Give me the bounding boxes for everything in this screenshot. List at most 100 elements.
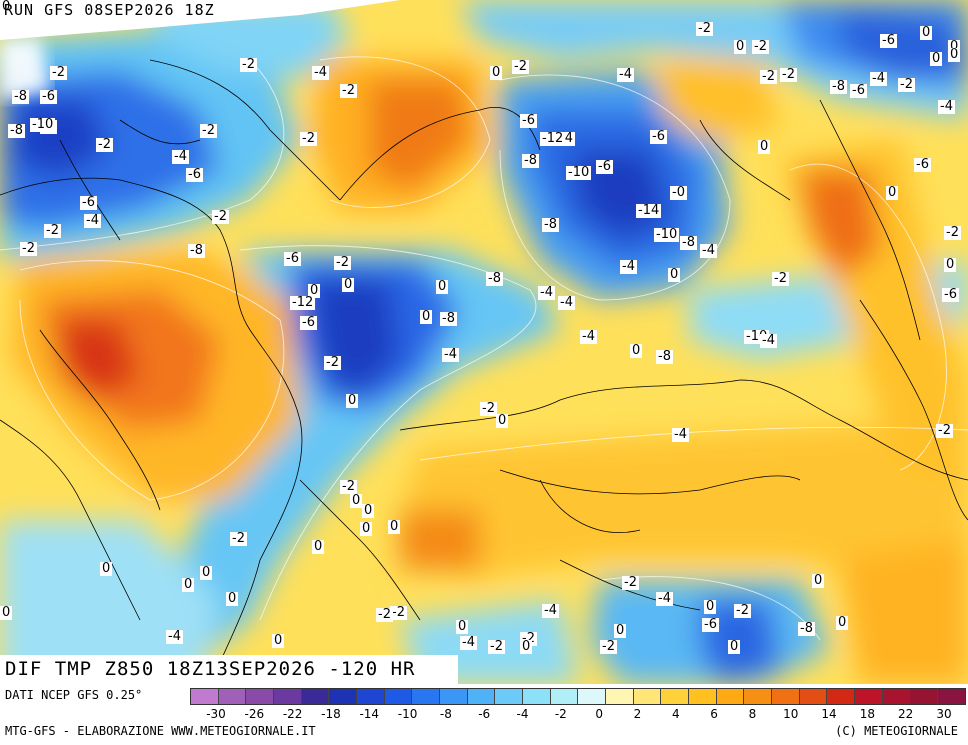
isoline-label: -2: [324, 355, 341, 370]
isoline-label: 0: [100, 561, 113, 576]
color-scale-swatch: [799, 689, 828, 704]
isoline-label: -8: [486, 271, 503, 286]
isoline-label: 0: [734, 39, 747, 54]
isoline-label: -4: [617, 67, 634, 82]
isoline-label: -2: [772, 271, 789, 286]
isoline-label: -0: [670, 185, 687, 200]
isoline-label: -2: [20, 241, 37, 256]
isoline-label: -4: [172, 149, 189, 164]
isoline-label: -2: [898, 77, 915, 92]
isoline-label: -6: [942, 287, 959, 302]
isoline-label: -4: [620, 259, 637, 274]
isoline-label: -6: [300, 315, 317, 330]
isoline-label: -8: [798, 621, 815, 636]
color-scale-tick: -10: [397, 707, 418, 721]
isoline-label: 0: [668, 267, 681, 282]
isoline-label: 0: [226, 591, 239, 606]
isoline-label: -4: [870, 71, 887, 86]
isoline-label: -4: [84, 213, 101, 228]
isoline-label: -6: [596, 159, 613, 174]
isoline-label: -8: [522, 153, 539, 168]
isoline-label: 0: [886, 185, 899, 200]
isoline-label: -4: [460, 635, 477, 650]
isoline-label: -2: [944, 225, 961, 240]
isoline-label: -2: [200, 123, 217, 138]
isoline-label: -6: [914, 157, 931, 172]
isoline-label: -10: [654, 227, 680, 242]
isoline-label: -2: [760, 69, 777, 84]
color-scale-tick: -30: [206, 707, 226, 721]
color-scale-swatch: [550, 689, 579, 704]
isoline-label: 0: [0, 605, 13, 620]
isoline-label: -4: [760, 333, 777, 348]
color-scale-tick: 4: [671, 707, 680, 721]
isoline-label: -4: [558, 295, 575, 310]
isoline-label: 0: [200, 565, 213, 580]
color-scale-swatch: [329, 689, 358, 704]
color-scale-swatch: [910, 689, 939, 704]
isoline-label: 0: [312, 539, 325, 554]
isoline-label: 0: [490, 65, 503, 80]
isoline-label: 0: [758, 139, 771, 154]
isoline-label: -2: [390, 605, 407, 620]
isoline-label: -2: [696, 21, 713, 36]
color-scale-tick: -2: [554, 707, 567, 721]
isoline-label: -2: [480, 401, 497, 416]
isoline-label: -2: [240, 57, 257, 72]
color-scale-tick: 2: [633, 707, 642, 721]
color-scale-tick: 14: [821, 707, 837, 721]
color-scale: [190, 688, 966, 705]
isoline-label: -2: [936, 423, 953, 438]
isoline-label: -10: [566, 165, 592, 180]
isoline-label: -2: [376, 607, 393, 622]
isoline-label: 0: [0, 0, 13, 14]
legend-footer: DATI NCEP GFS 0.25° -30 -26 -22 -18 -14 -10 -8…: [0, 684, 968, 745]
isoline-label: -2: [752, 39, 769, 54]
color-scale-tick: -8: [439, 707, 452, 721]
isoline-label: -8: [680, 235, 697, 250]
color-scale-tick: -22: [282, 707, 303, 721]
color-scale-tick: 10: [783, 707, 799, 721]
color-scale-swatch: [467, 689, 496, 704]
isoline-label: -4: [938, 99, 955, 114]
isoline-label: -4: [700, 243, 717, 258]
isoline-label: -8: [8, 123, 25, 138]
isoline-label: -8: [440, 311, 457, 326]
isoline-label: 0: [704, 599, 717, 614]
isoline-label: -8: [542, 217, 559, 232]
color-scale-tick: 8: [748, 707, 757, 721]
color-scale-swatch: [855, 689, 883, 704]
isoline-label: -4: [166, 629, 183, 644]
isoline-label: -6: [284, 251, 301, 266]
color-scale-swatch: [357, 689, 385, 704]
isoline-label: -2: [334, 255, 351, 270]
isoline-label: -6: [80, 195, 97, 210]
isoline-label: -6: [650, 129, 667, 144]
isoline-label: -2: [622, 575, 639, 590]
isoline-label: -6: [520, 113, 537, 128]
color-scale-tick: -4: [516, 707, 529, 721]
isoline-label: 0: [362, 503, 375, 518]
isoline-label: 0: [308, 283, 321, 298]
color-scale-tick: 22: [898, 707, 914, 721]
field-title: DIF TMP Z850 18Z13SEP2026 -120 HR: [0, 655, 458, 684]
isoline-label: -4: [542, 603, 559, 618]
color-scale-swatch: [274, 689, 302, 704]
color-scale-swatch: [246, 689, 275, 704]
color-scale-swatch: [191, 689, 219, 704]
isoline-label: -4: [538, 285, 555, 300]
color-scale-swatch: [495, 689, 524, 704]
isoline-label: -2: [488, 639, 505, 654]
color-scale-swatch: [412, 689, 441, 704]
run-title: RUN GFS 08SEP2026 18Z: [4, 1, 215, 19]
color-scale-swatch: [218, 689, 247, 704]
isoline-label: -2: [340, 479, 357, 494]
isoline-label: -2: [734, 603, 751, 618]
color-scale-swatch: [882, 689, 911, 704]
isoline-label: -4: [312, 65, 329, 80]
isoline-label: -2: [212, 209, 229, 224]
color-scale-tick: 6: [710, 707, 718, 721]
color-scale-swatch: [938, 689, 965, 704]
color-scale-tick: 18: [859, 707, 875, 721]
credit-text: MTG-GFS - ELABORAZIONE WWW.METEOGIORNALE…: [5, 724, 316, 738]
